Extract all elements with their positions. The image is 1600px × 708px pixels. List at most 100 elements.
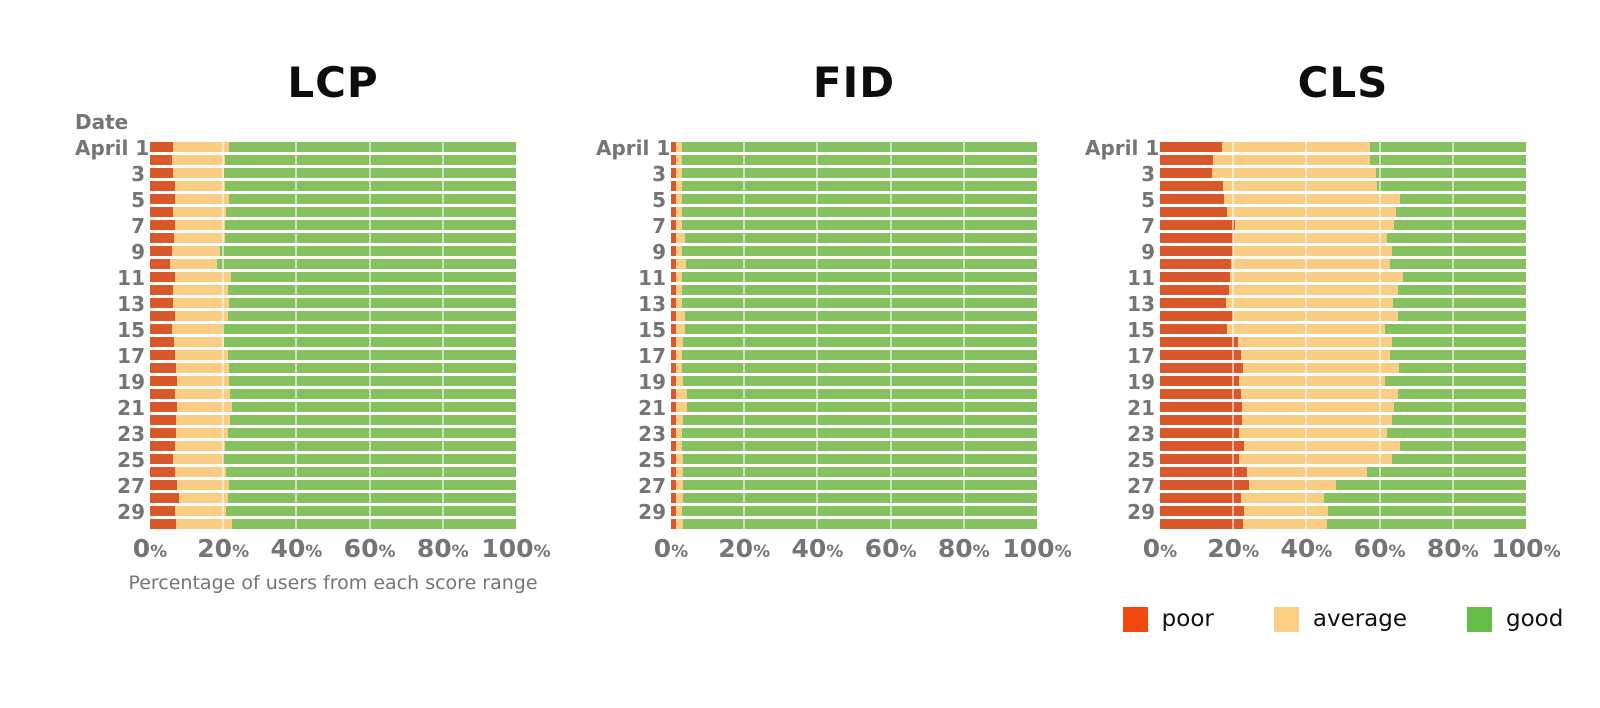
date-label: 15 <box>1127 318 1155 342</box>
segment-good <box>681 155 1037 165</box>
bar-row <box>671 428 1037 438</box>
segment-good <box>1385 324 1526 334</box>
segment-average <box>1249 480 1336 490</box>
bar-row <box>1160 311 1526 321</box>
bar-row <box>150 402 516 412</box>
segment-poor <box>671 389 677 399</box>
legend-item-poor: poor <box>1122 606 1214 632</box>
segment-average <box>676 454 683 464</box>
segment-poor <box>150 493 179 503</box>
segment-poor <box>1160 207 1228 217</box>
segment-poor <box>150 467 175 477</box>
segment-good <box>228 376 516 386</box>
date-labels-lcp: April 1 3 5 7 9 11 13 15 17 19 21 23 25 27 29 <box>75 136 150 532</box>
x-tick-label: 40% <box>791 534 844 563</box>
segment-average <box>1241 493 1324 503</box>
bar-row <box>1160 415 1526 425</box>
bar-row <box>1160 350 1526 360</box>
legend: poor average good <box>1122 606 1563 632</box>
segment-average <box>676 428 683 438</box>
bar-row <box>150 233 516 243</box>
bar-row <box>150 181 516 191</box>
segment-poor <box>1160 519 1243 529</box>
gridline <box>295 142 298 529</box>
segment-average <box>171 324 223 334</box>
segment-good <box>681 246 1037 256</box>
segment-average <box>173 168 225 178</box>
segment-average <box>174 350 228 360</box>
segment-poor <box>1160 506 1245 516</box>
bar-row <box>1160 337 1526 347</box>
segment-average <box>1242 519 1328 529</box>
segment-average <box>676 506 683 516</box>
segment-poor <box>671 246 677 256</box>
segment-good <box>1390 259 1526 269</box>
bar-row <box>150 389 516 399</box>
x-tick-label: 80% <box>937 534 990 563</box>
bar-row <box>150 311 516 321</box>
bar-row <box>150 480 516 490</box>
segment-poor <box>671 428 677 438</box>
bar-row <box>1160 181 1526 191</box>
bar-row <box>671 376 1037 386</box>
segment-poor <box>1160 155 1214 165</box>
segment-good <box>229 363 516 373</box>
segment-good <box>227 285 516 295</box>
segment-average <box>174 272 231 282</box>
segment-good <box>682 454 1037 464</box>
bar-row <box>671 259 1037 269</box>
chart-fid: FID April 1 3 5 7 9 11 13 15 17 19 21 23 25 27 29 0% 20… <box>596 58 1072 566</box>
segment-average <box>676 350 683 360</box>
bar-row <box>671 415 1037 425</box>
segment-good <box>231 402 516 412</box>
segment-good <box>682 506 1037 516</box>
date-label: 7 <box>652 214 666 238</box>
segment-good <box>681 142 1037 152</box>
segment-poor <box>1160 480 1250 490</box>
segment-poor <box>671 454 677 464</box>
segment-good <box>1392 337 1526 347</box>
date-label: April 1 <box>75 136 150 160</box>
date-labels-fid: April 1 3 5 7 9 11 13 15 17 19 21 23 25 27 29 <box>596 138 671 532</box>
segment-good <box>1323 493 1526 503</box>
bar-row <box>671 480 1037 490</box>
bar-row <box>150 415 516 425</box>
date-label: 3 <box>1141 162 1155 186</box>
segment-average <box>1244 441 1401 451</box>
bar-row <box>1160 441 1526 451</box>
segment-good <box>683 376 1037 386</box>
segment-good <box>682 337 1037 347</box>
legend-item-average: average <box>1273 606 1407 632</box>
segment-good <box>683 480 1037 490</box>
segment-poor <box>671 402 677 412</box>
segment-average <box>1212 168 1376 178</box>
date-label: 3 <box>131 162 145 186</box>
bar-row <box>671 194 1037 204</box>
ylabel-header-row: Date <box>75 110 548 142</box>
gridline <box>441 142 444 529</box>
segment-poor <box>671 272 677 282</box>
bar-row <box>671 402 1037 412</box>
segment-poor <box>671 493 677 503</box>
segment-good <box>217 259 516 269</box>
segment-good <box>1377 181 1526 191</box>
segment-good <box>1403 272 1526 282</box>
segment-average <box>174 389 231 399</box>
segment-good <box>227 428 516 438</box>
segment-average <box>1241 402 1394 412</box>
segment-poor <box>671 207 677 217</box>
date-labels-cls: April 1 3 5 7 9 11 13 15 17 19 21 23 25 27 29 <box>1085 138 1160 532</box>
x-tick-label: 0% <box>1142 534 1178 563</box>
date-label: 25 <box>1127 448 1155 472</box>
segment-poor <box>150 233 175 243</box>
segment-good <box>682 350 1037 360</box>
segment-good <box>681 298 1037 308</box>
bar-row <box>1160 376 1526 386</box>
segment-average <box>178 493 228 503</box>
segment-good <box>682 181 1037 191</box>
segment-poor <box>1160 220 1236 230</box>
segment-good <box>685 311 1037 321</box>
segment-average <box>174 181 226 191</box>
bar-row <box>1160 220 1526 230</box>
bar-row <box>150 428 516 438</box>
